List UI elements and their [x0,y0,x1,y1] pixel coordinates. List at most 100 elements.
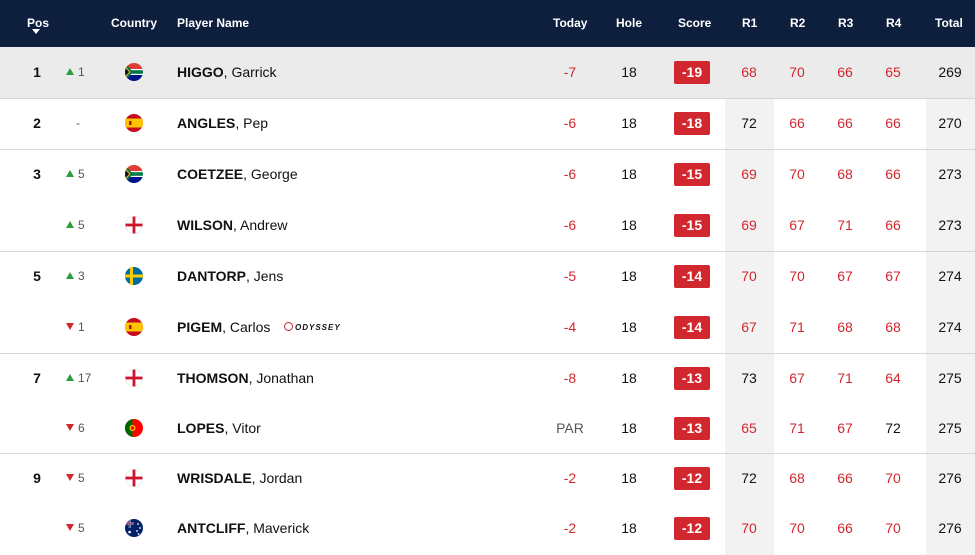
player-name[interactable]: COETZEE, George [177,166,298,182]
player-row-antcliff[interactable]: 5 ANTCLIFF, Maverick -2 18 -12 70 70 66 … [0,503,975,554]
position: 3 [33,166,41,182]
round-1: 70 [741,520,757,536]
row-divider [0,251,975,252]
portugal-flag-icon [125,419,143,437]
south-africa-flag-icon [125,165,143,183]
round-2: 70 [789,166,805,182]
round-4: 66 [885,166,901,182]
today-score: -2 [563,520,577,536]
position: 9 [33,470,41,486]
today-score: -6 [563,115,577,131]
today-score: -4 [563,319,577,335]
player-name[interactable]: WRISDALE, Jordan [177,470,303,486]
hole: 18 [621,217,637,233]
total-score-badge: -14 [674,265,710,288]
player-name[interactable]: LOPES, Vitor [177,420,261,436]
round-2: 67 [789,370,805,386]
player-row-higgo[interactable]: 1 1 HIGGO, Garrick -7 18 -19 68 70 66 65… [0,47,975,98]
sort-down-icon[interactable] [32,29,40,34]
total-strokes: 270 [938,115,962,131]
sweden-flag-icon [125,267,143,285]
player-name[interactable]: DANTORP, Jens [177,268,284,284]
header-r3: R3 [838,16,854,30]
player-row-wrisdale[interactable]: 9 5 WRISDALE, Jordan -2 18 -12 72 68 66 … [0,453,975,504]
total-strokes: 275 [938,370,962,386]
today-score: PAR [556,420,584,436]
total-strokes: 274 [938,319,962,335]
player-name[interactable]: PIGEM, Carlos [177,319,271,335]
today-score: -6 [563,217,577,233]
round-2: 70 [789,64,805,80]
player-row-angles[interactable]: 2 - ANGLES, Pep -6 18 -18 72 66 66 66 27… [0,98,975,149]
total-strokes: 275 [938,420,962,436]
hole: 18 [621,268,637,284]
position [30,503,44,554]
header-total: Total [935,16,963,30]
round-4: 70 [885,520,901,536]
r1-column-shade [725,47,774,555]
round-1: 72 [741,470,757,486]
position: 2 [33,115,41,131]
total-score-badge: -12 [674,467,710,490]
movement: 5 [66,503,96,554]
today-score: -2 [563,470,577,486]
hole: 18 [621,64,637,80]
arrow-down-icon [66,474,74,482]
movement: 1 [66,47,96,98]
player-name[interactable]: HIGGO, Garrick [177,64,277,80]
total-score-badge: -19 [674,61,710,84]
player-row-coetzee[interactable]: 3 5 COETZEE, George -6 18 -15 69 70 68 6… [0,149,975,200]
round-2: 66 [789,115,805,131]
arrow-down-icon [66,524,74,532]
player-row-thomson[interactable]: 7 17 THOMSON, Jonathan -8 18 -13 73 67 7… [0,353,975,404]
today-score: -6 [563,166,577,182]
england-flag-icon [125,469,143,487]
total-column-shade [926,47,975,555]
player-row-wilson[interactable]: 5 WILSON, Andrew -6 18 -15 69 67 71 66 2… [0,200,975,251]
total-strokes: 273 [938,217,962,233]
player-name[interactable]: THOMSON, Jonathan [177,370,314,386]
movement: 5 [66,149,96,200]
england-flag-icon [125,369,143,387]
position: 1 [33,64,41,80]
header-r4: R4 [886,16,902,30]
round-4: 72 [885,420,901,436]
hole: 18 [621,470,637,486]
round-3: 68 [837,319,853,335]
round-3: 67 [837,420,853,436]
player-name[interactable]: WILSON, Andrew [177,217,288,233]
row-divider [0,453,975,454]
header-r2: R2 [790,16,806,30]
round-4: 67 [885,268,901,284]
header-pos[interactable]: Pos [27,16,50,30]
today-score: -7 [563,64,577,80]
player-row-pigem[interactable]: 1 PIGEM, Carlos -4 18 -14 67 71 68 68 27… [0,302,975,353]
header-today: Today [553,16,588,30]
total-strokes: 276 [938,470,962,486]
arrow-up-icon [66,374,74,382]
total-strokes: 274 [938,268,962,284]
round-1: 72 [741,115,757,131]
round-1: 67 [741,319,757,335]
player-row-dantorp[interactable]: 5 3 DANTORP, Jens -5 18 -14 70 70 67 67 … [0,251,975,302]
total-score-badge: -15 [674,163,710,186]
row-divider [0,149,975,150]
position: 5 [33,268,41,284]
total-score-badge: -13 [674,367,710,390]
arrow-up-icon [66,68,74,76]
arrow-up-icon [66,170,74,178]
hole: 18 [621,520,637,536]
player-name[interactable]: ANGLES, Pep [177,115,269,131]
round-1: 65 [741,420,757,436]
odyssey-sponsor-logo: ODYSSEY [284,322,341,333]
header-player-name: Player Name [177,16,250,30]
round-3: 67 [837,268,853,284]
hole: 18 [621,319,637,335]
player-row-lopes[interactable]: 6 LOPES, Vitor PAR 18 -13 65 71 67 72 27… [0,403,975,454]
arrow-down-icon [66,424,74,432]
round-3: 66 [837,520,853,536]
player-name[interactable]: ANTCLIFF, Maverick [177,520,310,536]
position: 7 [33,370,41,386]
total-score-badge: -14 [674,316,710,339]
round-3: 71 [837,370,853,386]
